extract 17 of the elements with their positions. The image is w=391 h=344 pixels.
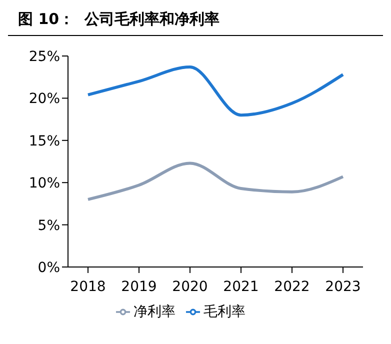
x-tick-label: 2019 [121,278,157,295]
y-tick-label: 5% [38,218,60,234]
chart-title: 图 10： 公司毛利率和净利率 [8,8,383,36]
y-tick-label: 0% [38,260,60,276]
y-tick-label: 20% [28,91,60,108]
line-series [86,162,344,201]
legend-label: 净利率 [134,304,176,320]
legend-label: 毛利率 [204,304,246,320]
x-tick-label: 2020 [172,278,208,295]
x-tick-label: 2018 [70,278,106,295]
x-tick-label: 2023 [325,278,361,295]
line-series [86,65,344,117]
y-tick-label: 15% [28,133,60,150]
y-tick-label: 10% [28,176,60,192]
y-tick-label: 25% [28,48,60,65]
x-tick-label: 2022 [274,278,310,295]
x-tick-label: 2021 [223,278,259,295]
